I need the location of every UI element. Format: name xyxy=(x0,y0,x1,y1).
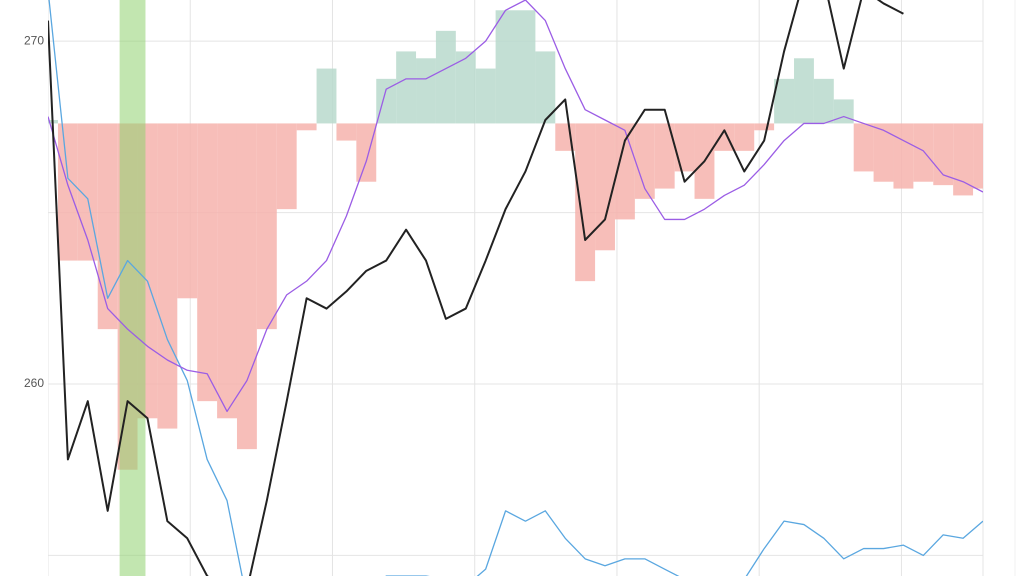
histogram-bar xyxy=(495,10,516,124)
histogram-bar xyxy=(575,123,596,282)
histogram-bar xyxy=(177,123,198,299)
histogram-bar xyxy=(296,123,317,131)
y-tick-label: 270 xyxy=(24,33,44,47)
histogram-bar xyxy=(794,58,814,124)
highlight-band xyxy=(119,0,146,576)
histogram-bar xyxy=(376,78,397,124)
histogram-bar xyxy=(236,123,257,450)
histogram-bar xyxy=(614,123,635,220)
histogram-bar xyxy=(97,123,118,330)
series-line xyxy=(48,0,904,576)
histogram-bar xyxy=(475,68,496,124)
histogram-bar xyxy=(953,123,974,196)
histogram-bar xyxy=(197,123,218,402)
histogram-bar xyxy=(316,68,337,124)
histogram-bar xyxy=(276,123,297,210)
histogram-bar xyxy=(515,10,536,124)
histogram-bar xyxy=(256,123,277,330)
series-line xyxy=(48,0,983,413)
histogram-bar xyxy=(57,123,78,261)
histogram-bar xyxy=(893,123,914,189)
histogram-bar xyxy=(933,123,954,186)
y-tick-label: 260 xyxy=(24,376,44,390)
histogram-bar xyxy=(634,123,655,199)
histogram-bar xyxy=(435,30,456,124)
histogram-bar xyxy=(674,123,695,172)
histogram-bar xyxy=(356,123,377,182)
histogram-bar xyxy=(973,123,983,189)
histogram-bar xyxy=(595,123,615,251)
histogram-bar xyxy=(416,58,436,124)
plot-area xyxy=(48,0,983,576)
histogram-bar xyxy=(714,123,735,151)
histogram-bar xyxy=(873,123,894,182)
histogram-bar xyxy=(853,123,874,172)
histogram-bar xyxy=(157,123,178,429)
histogram-bar xyxy=(396,51,417,124)
histogram-bar xyxy=(535,51,556,124)
histogram-bar xyxy=(336,123,357,141)
histogram-bar xyxy=(217,123,237,419)
histogram-bar xyxy=(654,123,675,189)
histogram-bar xyxy=(734,123,755,151)
histogram-bar xyxy=(813,78,834,124)
series-line xyxy=(48,0,983,576)
histogram-bar xyxy=(455,51,476,124)
histogram-bar xyxy=(833,99,854,124)
histogram-bar xyxy=(913,123,934,182)
histogram-bar xyxy=(774,78,795,124)
histogram-bar xyxy=(48,120,58,124)
histogram-bar xyxy=(754,123,775,131)
